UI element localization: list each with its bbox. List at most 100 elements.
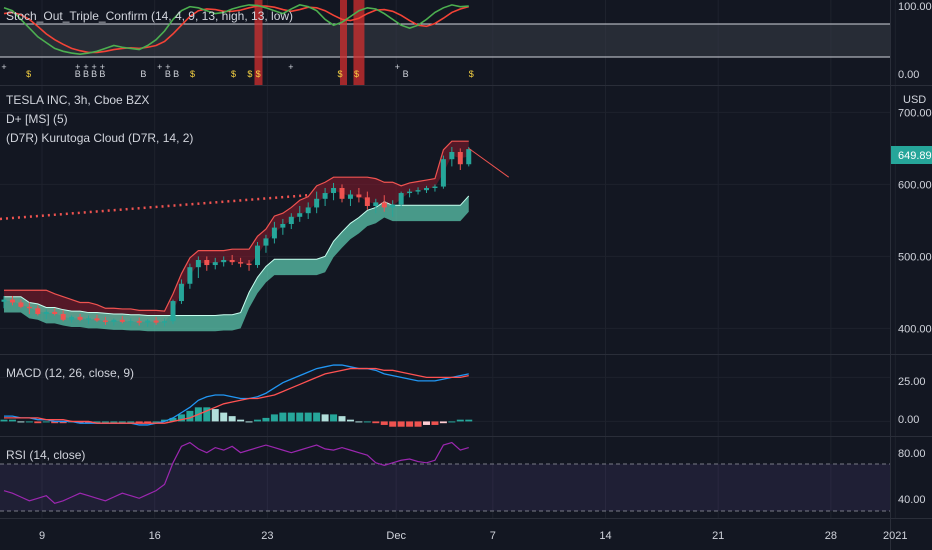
candle-body <box>356 194 362 198</box>
stoch-signal-glyph: $ <box>354 69 359 79</box>
stoch-highlights <box>254 0 365 85</box>
stoch-signal-glyph: + <box>157 62 162 72</box>
macd-hist-bar <box>152 421 160 423</box>
stoch-signal-glyph: $ <box>338 69 343 79</box>
candle-body <box>280 224 286 228</box>
macd-title: MACD (12, 26, close, 9) <box>6 366 134 380</box>
candle-body <box>347 194 353 199</box>
candle-body <box>263 238 269 246</box>
candle-body <box>204 260 210 266</box>
candle-body <box>136 321 142 323</box>
candle-body <box>364 197 370 206</box>
candle-body <box>432 186 438 188</box>
stoch-signal-glyph: + <box>1 62 6 72</box>
macd-hist-bar <box>380 421 388 425</box>
macd-hist-bar <box>211 409 219 422</box>
candle-body <box>449 152 455 160</box>
macd-hist-bar <box>127 421 135 423</box>
stoch-signal-glyph: + <box>83 62 88 72</box>
candle-body <box>322 193 328 199</box>
macd-hist-bar <box>363 421 371 423</box>
stoch-signal-glyph: $ <box>469 69 474 79</box>
candle-body <box>86 318 91 320</box>
candles <box>1 146 472 327</box>
candle-body <box>297 213 303 217</box>
stoch-signal-glyph: + <box>395 62 400 72</box>
time-label: 28 <box>825 530 837 542</box>
macd-hist-bar <box>355 421 363 423</box>
last-price-label: 649.89 <box>898 150 932 162</box>
macd-tick-25: 25.00 <box>898 376 926 388</box>
macd-hist-bar <box>17 421 25 423</box>
stoch-signal-glyph: B <box>83 69 89 79</box>
stoch-tick-0: 0.00 <box>898 69 919 81</box>
candle-body <box>398 193 404 205</box>
macd-hist-bar <box>8 419 16 422</box>
stoch-signal-glyph: + <box>165 62 170 72</box>
candle-body <box>221 260 227 263</box>
time-axis[interactable]: 9 16 23 Dec 7 14 21 28 2021 <box>39 530 908 542</box>
price-tick: 400.00 <box>898 323 932 335</box>
macd-hist-bar <box>262 417 270 422</box>
macd-hist-bar <box>313 412 321 422</box>
time-label: 21 <box>712 530 724 542</box>
macd-hist-bar <box>42 421 50 423</box>
cloud-lower <box>4 195 469 332</box>
candle-body <box>178 283 184 302</box>
macd-hist-bar <box>25 421 33 423</box>
macd-line <box>4 364 469 426</box>
stoch-signal-glyph: + <box>75 62 80 72</box>
macd-hist-bar <box>186 410 194 422</box>
macd-hist-bar <box>372 421 380 424</box>
candle-body <box>271 227 277 239</box>
stoch-signal-glyph: B <box>75 69 81 79</box>
candle-body <box>145 320 151 323</box>
candle-body <box>102 320 108 322</box>
macd-hist-bar <box>346 419 354 422</box>
macd-hist-bar <box>423 421 430 425</box>
macd-hist-bar <box>177 414 185 422</box>
rsi-series <box>3 441 469 505</box>
indicator-dplus-label: D+ [MS] (5) <box>6 112 68 126</box>
candle-body <box>60 314 66 320</box>
price-tick: 700.00 <box>898 107 932 119</box>
macd-hist-bar <box>237 419 245 422</box>
macd-hist-bar <box>34 421 42 424</box>
macd-hist-bar <box>101 421 109 423</box>
candle-body <box>424 188 429 191</box>
price-pane[interactable]: TESLA INC, 3h, Cboe BZX D+ [MS] (5) (D7R… <box>0 93 510 332</box>
candle-body <box>373 202 379 206</box>
macd-hist-bar <box>245 421 253 423</box>
rsi-title: RSI (14, close) <box>6 448 85 462</box>
candle-body <box>170 301 176 322</box>
macd-hist-bar <box>397 421 405 427</box>
rsi-band-fill <box>0 464 890 511</box>
candle-body <box>407 191 413 194</box>
macd-hist-bar <box>321 414 329 422</box>
macd-hist-bar <box>296 412 304 422</box>
candle-body <box>339 188 345 199</box>
stoch-signal-glyph: $ <box>256 69 261 79</box>
stoch-k-line <box>3 4 469 56</box>
macd-hist-bar <box>203 407 211 422</box>
macd-hist-bar <box>406 421 414 427</box>
time-label: 7 <box>490 530 496 542</box>
candle-body <box>69 316 75 320</box>
price-axis[interactable]: 100.00 0.00 USD 700.00 600.00 500.00 400.00… <box>890 0 932 550</box>
stoch-pane[interactable]: +$+B+B+B+B B+ +B B $ $ $ $+$ $+B $ Stoch_Out_Trip… <box>0 0 890 85</box>
macd-pane[interactable]: MACD (12, 26, close, 9) <box>0 364 890 427</box>
macd-hist-bar <box>439 421 447 424</box>
macd-hist-bar <box>414 421 422 427</box>
candle-body <box>128 321 134 323</box>
candle-body <box>390 204 396 208</box>
candle-body <box>35 308 41 314</box>
macd-hist-bar <box>448 421 456 423</box>
macd-hist-bar <box>169 417 177 422</box>
stoch-signal-glyph: B <box>403 69 409 79</box>
price-tick: 600.00 <box>898 179 932 191</box>
rsi-pane[interactable]: RSI (14, close) <box>0 441 890 512</box>
candle-body <box>331 188 337 194</box>
currency-label[interactable]: USD <box>903 94 926 106</box>
